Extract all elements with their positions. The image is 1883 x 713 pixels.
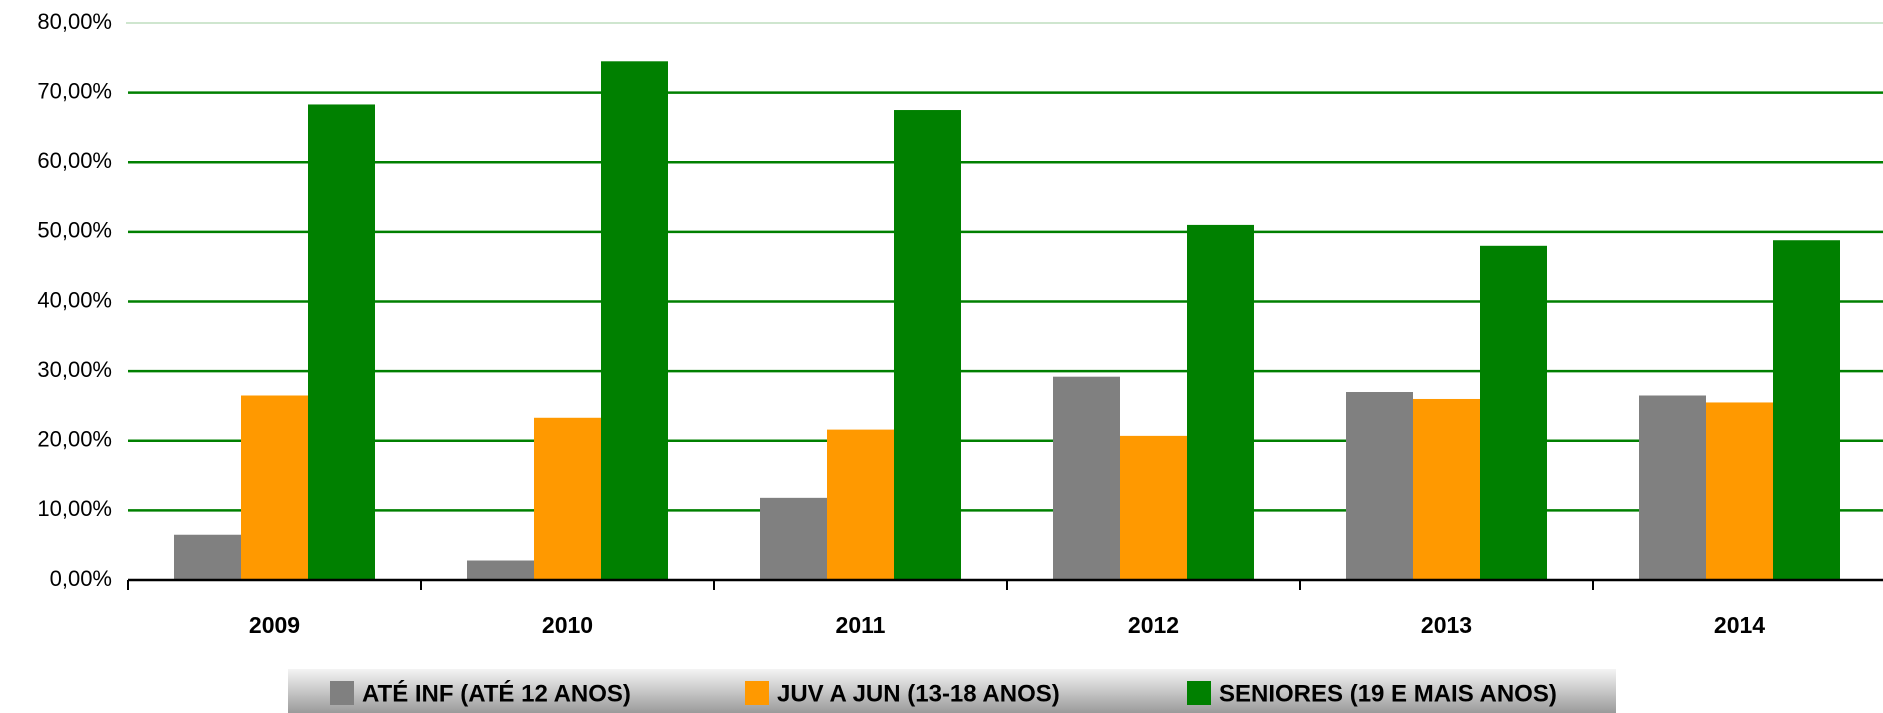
bar [467,560,534,580]
bar [308,104,375,581]
bar [827,429,894,580]
y-tick-label: 0,00% [50,566,112,591]
bar [894,110,961,580]
legend-label: ATÉ INF (ATÉ 12 ANOS) [362,679,631,707]
y-tick-label: 30,00% [37,357,112,382]
y-tick-label: 20,00% [37,427,112,452]
x-tick-label: 2010 [542,612,593,638]
legend: ATÉ INF (ATÉ 12 ANOS) JUV A JUN (13-18 AN… [288,669,1616,713]
y-tick-label: 60,00% [37,148,112,173]
legend-label: SENIORES (19 E MAIS ANOS) [1219,680,1557,707]
bar [1187,224,1254,580]
x-tick-label: 2011 [836,612,886,638]
y-tick-label: 80,00% [37,9,112,34]
y-tick-label: 40,00% [37,287,112,312]
x-tick-label: 2009 [249,612,300,638]
bar [1346,392,1413,580]
bar [1413,398,1480,580]
bar [241,395,308,580]
bar [1053,376,1120,580]
legend-box [288,669,1616,713]
y-tick-label: 10,00% [37,496,112,521]
bar [760,497,827,580]
bar [1120,435,1187,580]
legend-swatch [1187,681,1211,705]
bar [601,61,668,580]
x-tick-label: 2013 [1421,612,1472,638]
bar [1773,240,1840,581]
y-tick-label: 70,00% [37,78,112,103]
legend-label: JUV A JUN (13-18 ANOS) [777,680,1060,707]
bar [1639,395,1706,580]
bar [534,417,601,580]
bar [1706,402,1773,580]
legend-swatch [330,681,354,705]
x-tick-label: 2012 [1128,612,1179,638]
bar [174,534,241,580]
y-tick-label: 50,00% [37,218,112,243]
legend-swatch [745,681,769,705]
bar [1480,245,1547,581]
x-tick-label: 2014 [1714,612,1765,638]
